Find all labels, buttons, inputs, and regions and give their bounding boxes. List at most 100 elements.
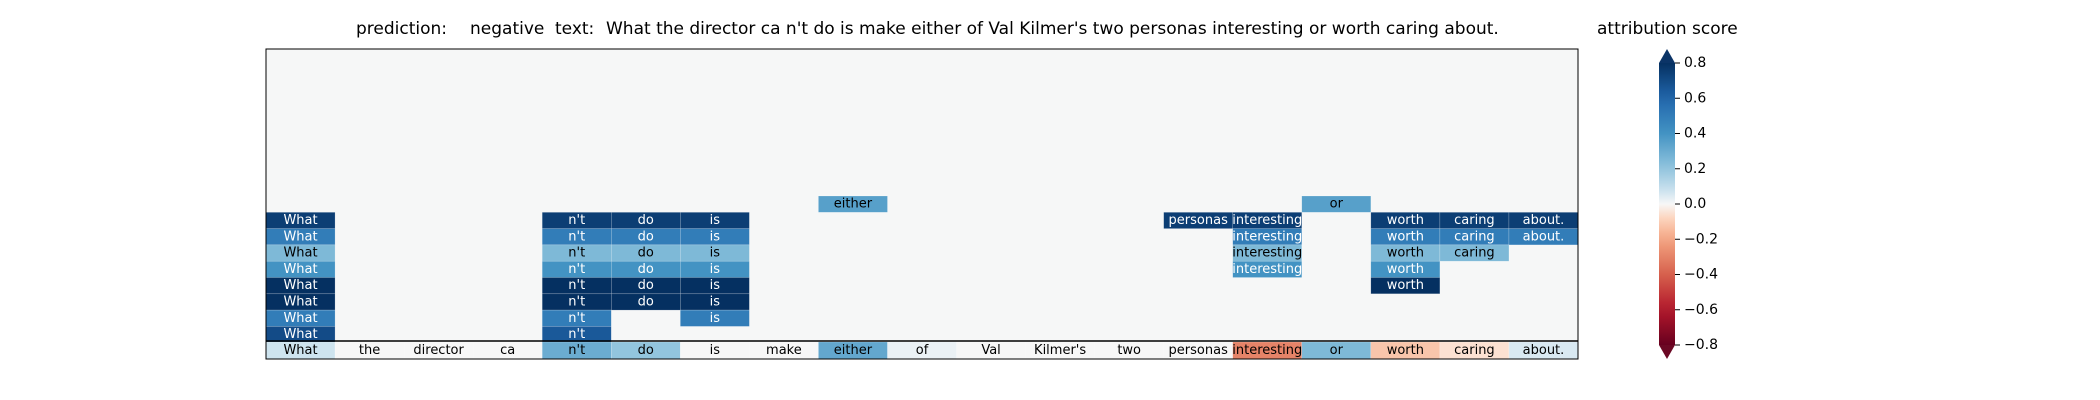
attribution-token-label: What	[283, 311, 317, 326]
attribution-cell: do	[611, 228, 681, 246]
attribution-token-label: n't	[568, 294, 585, 309]
attribution-cell: interesting	[1232, 228, 1302, 246]
colorbar-tick-label: 0.0	[1684, 196, 1706, 212]
base-row-token-label: is	[710, 343, 721, 358]
colorbar-upper-extension	[1659, 49, 1675, 63]
attribution-cell: do	[611, 260, 681, 278]
attribution-cell: either	[818, 195, 888, 213]
attribution-cell: What	[265, 277, 336, 295]
attribution-token-label: caring	[1454, 213, 1495, 228]
attribution-token-label: is	[710, 294, 721, 309]
colorbar-label: attribution score	[1597, 19, 1738, 39]
base-row-token-label: worth	[1387, 343, 1424, 358]
attribution-token-label: n't	[568, 213, 585, 228]
attribution-cell: caring	[1439, 212, 1510, 229]
attribution-token-label: is	[710, 278, 721, 293]
base-row-token-label: ca	[500, 343, 515, 358]
attribution-token-label: do	[638, 262, 654, 277]
attribution-cell-bg	[1301, 195, 1372, 213]
attribution-cell: What	[265, 212, 336, 229]
attribution-token-label: do	[638, 294, 654, 309]
base-row-cell: Val	[956, 341, 1026, 360]
text-value: What the director ca n't do is make eith…	[606, 19, 1499, 39]
base-row-token-label: or	[1330, 343, 1344, 358]
attribution-cell: or	[1301, 195, 1372, 213]
attribution-cell-bg	[1370, 277, 1441, 295]
base-row-token-label: Val	[981, 343, 1000, 358]
prediction-label: prediction:	[356, 19, 447, 39]
attribution-cell-bg	[680, 293, 750, 311]
base-row-token-label: personas	[1169, 343, 1229, 358]
base-row-cell: n't	[541, 341, 612, 360]
attribution-cell: What	[265, 244, 336, 262]
base-row-token-label: director	[413, 343, 464, 358]
attribution-cell-bg	[541, 244, 612, 262]
base-row-cell: personas	[1163, 341, 1233, 360]
plot-frame	[265, 48, 1579, 360]
attribution-cell-bg	[1232, 244, 1303, 262]
base-row-cell: ca	[472, 341, 543, 360]
attribution-token-label: interesting	[1232, 213, 1302, 228]
attribution-cell: about.	[1508, 228, 1579, 246]
attribution-token-label: caring	[1454, 246, 1495, 261]
attribution-cell: What	[265, 293, 336, 311]
colorbar-tick-label: 0.6	[1684, 90, 1706, 106]
base-row-token-label: interesting	[1232, 343, 1302, 358]
colorbar	[1659, 63, 1675, 345]
attribution-cell: interesting	[1232, 244, 1303, 262]
attribution-cell: worth	[1370, 260, 1441, 278]
colorbar-tick-label: 0.8	[1684, 55, 1706, 71]
attribution-token-label: is	[710, 246, 721, 261]
attribution-token-label: about.	[1523, 213, 1565, 228]
attribution-cell: is	[680, 309, 750, 327]
base-row-cell: What	[265, 341, 336, 360]
prediction-value: negative	[470, 19, 544, 39]
colorbar-ticks: 0.8 0.6 0.4 0.2 0.0 −0.2 −0.4 −0.6 −0.8	[1675, 55, 1718, 353]
attribution-token-label: interesting	[1232, 262, 1302, 277]
base-row-token-label: about.	[1523, 343, 1565, 358]
base-row-cell: make	[749, 341, 819, 360]
base-row-cell: two	[1094, 341, 1164, 360]
base-row-cell: either	[818, 341, 888, 360]
base-row-cell: do	[611, 341, 681, 360]
attribution-token-label: worth	[1387, 262, 1424, 277]
attribution-cell: do	[611, 244, 681, 262]
attribution-cell: What	[265, 309, 336, 327]
attribution-token-label: What	[283, 278, 317, 293]
attribution-token-label: worth	[1387, 246, 1424, 261]
attribution-cell: is	[680, 212, 750, 229]
base-row-cell: director	[403, 341, 474, 360]
base-row-token-label: make	[766, 343, 802, 358]
base-row-token-label: do	[638, 343, 654, 358]
plot-background	[266, 49, 1578, 359]
attribution-token-label: do	[638, 278, 654, 293]
base-row-token-label: What	[283, 343, 317, 358]
attribution-token-label: is	[710, 213, 721, 228]
base-row-token-label: the	[359, 343, 380, 358]
attribution-cell: interesting	[1232, 260, 1302, 278]
attribution-token-label: What	[283, 229, 317, 244]
attribution-token-label: worth	[1387, 229, 1424, 244]
attribution-token-label: What	[283, 262, 317, 277]
attribution-cell-bg	[680, 244, 750, 262]
attribution-token-label: personas	[1169, 213, 1229, 228]
attribution-token-label: is	[710, 311, 721, 326]
colorbar-lower-extension	[1659, 345, 1675, 359]
base-row-token-label: caring	[1454, 343, 1495, 358]
base-row-cell: about.	[1508, 341, 1579, 360]
attribution-cell: is	[680, 260, 750, 278]
attribution-token-label: worth	[1387, 213, 1424, 228]
attribution-cell: is	[680, 228, 750, 246]
colorbar-tick-label: 0.2	[1684, 161, 1706, 177]
base-row-token-label: n't	[568, 343, 585, 358]
attribution-cell-bg	[818, 195, 888, 213]
colorbar-tick-label: −0.4	[1684, 267, 1718, 283]
attribution-cell: do	[611, 293, 681, 311]
base-row-cell: is	[680, 341, 750, 360]
attribution-token-label: n't	[568, 278, 585, 293]
attribution-token-label: n't	[568, 229, 585, 244]
attribution-token-label: n't	[568, 327, 585, 342]
attribution-cell: is	[680, 244, 750, 262]
base-row-cell: the	[334, 341, 405, 360]
